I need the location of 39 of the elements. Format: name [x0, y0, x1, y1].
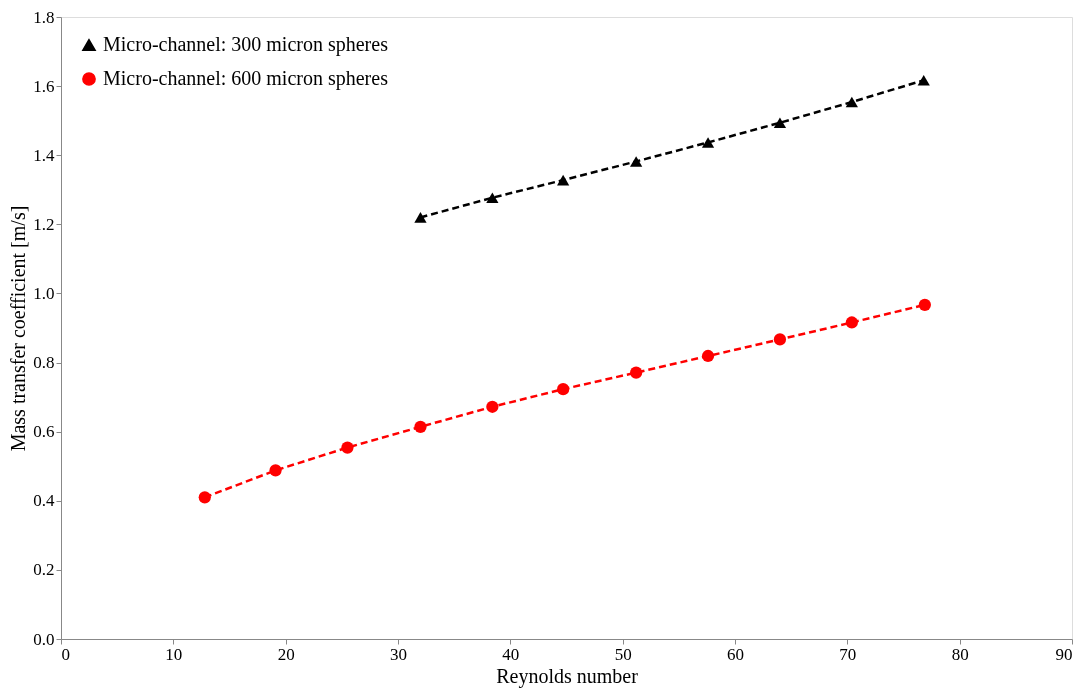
x-tick-label: 20	[277, 644, 295, 664]
legend-label: Micro-channel: 300 micron spheres	[103, 33, 389, 56]
y-tick-label: 0.2	[33, 560, 55, 580]
y-tick-label: 1.6	[33, 76, 55, 96]
y-tick-label: 1.0	[33, 283, 55, 303]
point	[414, 420, 427, 433]
point	[486, 400, 499, 413]
point	[773, 117, 787, 129]
point	[701, 137, 715, 148]
y-tick-label: 1.8	[33, 7, 55, 27]
point	[630, 156, 643, 167]
y-tick-label: 0.6	[33, 422, 55, 442]
point	[557, 383, 570, 396]
x-tick-label: 60	[727, 644, 744, 664]
point	[557, 174, 570, 186]
x-tick-label: 90	[1055, 644, 1073, 664]
x-axis-title: Reynolds number	[496, 664, 639, 688]
x-tick-label: 80	[951, 644, 969, 664]
point	[701, 349, 715, 363]
y-tick-label: 1.4	[33, 145, 55, 165]
y-tick-label: 1.2	[33, 214, 55, 234]
point	[918, 298, 931, 311]
x-tick-label: 10	[165, 644, 183, 664]
y-tick-label: 0.0	[33, 629, 55, 649]
point	[630, 366, 643, 379]
point	[845, 316, 858, 329]
legend-label: Micro-channel: 600 micron spheres	[103, 67, 389, 90]
x-tick-label: 0	[61, 644, 70, 664]
x-tick-label: 30	[390, 644, 407, 664]
x-tick-label: 70	[839, 644, 857, 664]
y-tick-label: 0.8	[33, 353, 55, 373]
point	[198, 491, 211, 504]
point	[917, 74, 930, 86]
point	[845, 96, 858, 108]
x-tick-label: 40	[502, 644, 520, 664]
point	[773, 333, 787, 346]
x-tick-label: 50	[614, 644, 632, 664]
y-tick-label: 0.4	[33, 491, 55, 511]
y-axis-title: Mass transfer coefficient [m/s]	[7, 205, 30, 452]
